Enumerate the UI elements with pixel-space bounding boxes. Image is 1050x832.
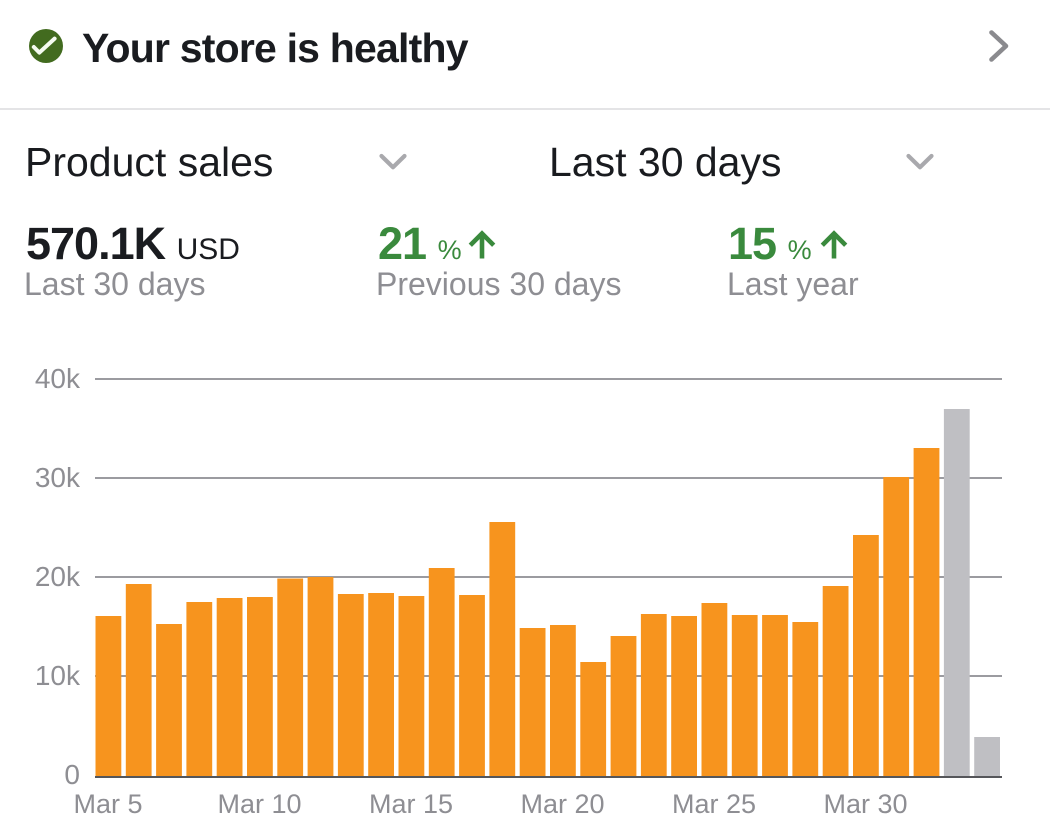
svg-text:10k: 10k [35,660,81,691]
svg-text:Mar 15: Mar 15 [369,789,453,819]
svg-text:Mar 25: Mar 25 [672,789,756,819]
svg-text:Mar 20: Mar 20 [520,789,604,819]
svg-text:0: 0 [64,759,80,790]
svg-text:20k: 20k [35,561,81,592]
svg-text:40k: 40k [35,363,81,394]
svg-text:Mar 10: Mar 10 [217,789,301,819]
svg-text:Mar 5: Mar 5 [73,789,142,819]
svg-text:Mar 30: Mar 30 [823,789,907,819]
svg-text:30k: 30k [35,462,81,493]
